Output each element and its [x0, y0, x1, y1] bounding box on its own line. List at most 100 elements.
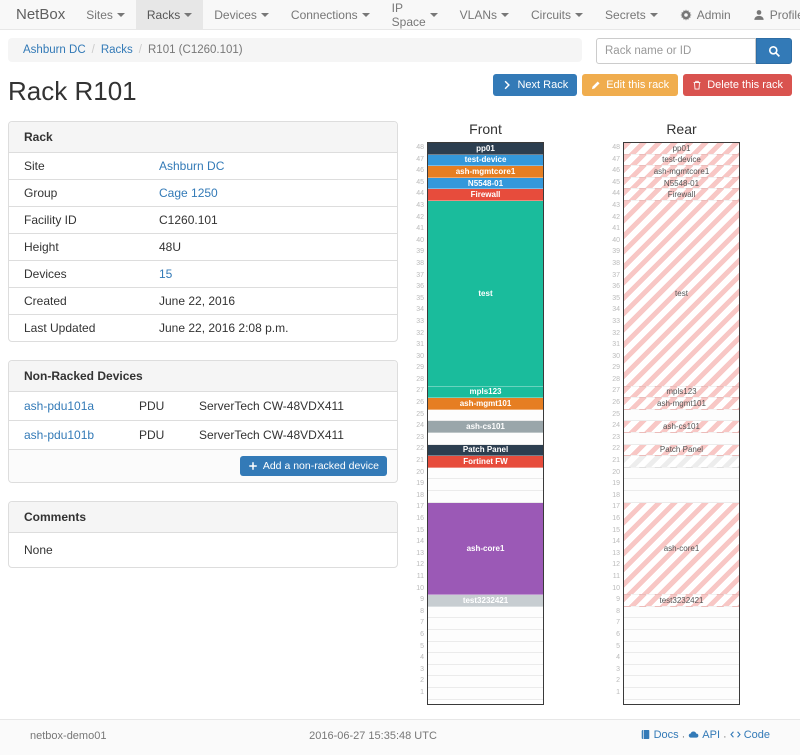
user-icon	[753, 9, 765, 21]
rack-unit-empty	[624, 606, 739, 619]
device-block-ash-mgmt101[interactable]: ash-mgmt101	[428, 398, 543, 410]
unit-number: 4	[616, 654, 620, 662]
device-link-ash-pdu101b[interactable]: ash-pdu101b	[24, 428, 95, 442]
delete-this-rack-button[interactable]: Delete this rack	[683, 74, 792, 96]
rear-rack-title: Rear	[666, 121, 697, 137]
device-block-test[interactable]: test	[428, 200, 543, 387]
search-input[interactable]	[596, 38, 756, 64]
unit-number: 6	[420, 630, 424, 638]
breadcrumb-current: R101 (C1260.101)	[148, 44, 243, 56]
unit-number: 23	[416, 433, 424, 441]
unit-number: 46	[612, 167, 620, 175]
unit-number: 13	[416, 549, 424, 557]
unit-number: 40	[612, 236, 620, 244]
rack-unit-empty	[428, 676, 543, 689]
unit-number: 22	[416, 445, 424, 453]
gear-icon	[680, 8, 692, 21]
breadcrumb-item-ashburn-dc[interactable]: Ashburn DC	[23, 44, 86, 56]
nav-item-profile[interactable]: Profile	[742, 0, 800, 29]
nav-item-connections[interactable]: Connections	[280, 0, 381, 29]
unit-number: 26	[612, 399, 620, 407]
nav-item-circuits[interactable]: Circuits	[520, 0, 594, 29]
unit-number: 10	[612, 584, 620, 592]
footer-link-code[interactable]: Code	[730, 729, 770, 741]
rack-unit-empty	[624, 618, 739, 631]
breadcrumb-item-racks[interactable]: Racks	[100, 44, 133, 56]
unit-number: 3	[420, 665, 424, 673]
device-block-patch-panel[interactable]: Patch Panel	[624, 444, 739, 457]
trash-icon	[692, 80, 702, 90]
device-block-patch-panel[interactable]: Patch Panel	[428, 444, 543, 457]
device-block-n5548-01[interactable]: N5548-01	[624, 177, 739, 190]
device-block-pp01[interactable]: pp01	[624, 143, 739, 155]
add-nonracked-device-button[interactable]: Add a non-racked device	[239, 456, 387, 476]
unit-number: 30	[612, 352, 620, 360]
unit-number: 43	[612, 201, 620, 209]
device-block-mpls123[interactable]: mpls123	[428, 386, 543, 399]
unit-number: 18	[612, 491, 620, 499]
rack-attr-row-last-updated: Last Updated June 22, 2016 2:08 p.m.	[9, 314, 397, 341]
device-block-test-device[interactable]: test-device	[428, 154, 543, 167]
device-block-ash-core1[interactable]: ash-core1	[428, 502, 543, 596]
rack-unit-empty	[428, 606, 543, 619]
unit-number: 25	[612, 410, 620, 418]
rack-unit-empty	[624, 409, 739, 422]
device-block-test-device[interactable]: test-device	[624, 154, 739, 167]
rack-unit-empty	[428, 479, 543, 491]
next-rack-button[interactable]: Next Rack	[493, 74, 578, 96]
nav-item-admin[interactable]: Admin	[669, 0, 742, 29]
footer-link-docs[interactable]: Docs	[640, 729, 679, 741]
nav-item-vlans[interactable]: VLANs	[449, 0, 520, 29]
device-block-test[interactable]: test	[624, 200, 739, 387]
unit-number: 37	[612, 271, 620, 279]
nav-item-secrets[interactable]: Secrets	[594, 0, 669, 29]
device-block-test3232421[interactable]: test3232421	[428, 595, 543, 607]
footer-link-api[interactable]: API	[688, 729, 720, 741]
device-block-ash-mgmtcore1[interactable]: ash-mgmtcore1	[428, 166, 543, 178]
search-button[interactable]	[756, 38, 792, 64]
unit-number: 20	[416, 468, 424, 476]
nav-item-ip-space[interactable]: IP Space	[381, 0, 449, 29]
unit-number: 27	[612, 387, 620, 395]
device-block-ash-cs101[interactable]: ash-cs101	[428, 421, 543, 433]
unit-number: 31	[416, 341, 424, 349]
rack-unit-empty	[428, 653, 543, 665]
device-block-ash-mgmt101[interactable]: ash-mgmt101	[624, 398, 739, 410]
device-block-fortinet-fw[interactable]: Fortinet FW	[428, 456, 543, 468]
unit-number: 19	[416, 480, 424, 488]
unit-number: 11	[612, 572, 620, 580]
device-block-ash-cs101[interactable]: ash-cs101	[624, 421, 739, 433]
unit-number: 38	[416, 259, 424, 267]
nav-item-racks[interactable]: Racks	[135, 0, 204, 29]
device-block-test3232421[interactable]: test3232421	[624, 595, 739, 607]
rack-unit-empty	[428, 490, 543, 503]
nav-item-devices[interactable]: Devices	[203, 0, 280, 29]
unit-number: 39	[416, 248, 424, 256]
unit-number: 21	[612, 457, 620, 465]
device-block-pp01[interactable]: pp01	[428, 143, 543, 155]
device-block-firewall[interactable]: Firewall	[428, 189, 543, 201]
cloud-icon	[688, 729, 699, 740]
unit-number: 10	[416, 584, 424, 592]
device-block-firewall[interactable]: Firewall	[624, 189, 739, 201]
unit-number: 41	[612, 225, 620, 233]
rack-unit-empty	[428, 641, 543, 654]
nav-item-sites[interactable]: Sites	[75, 0, 136, 29]
footer-hostname: netbox-demo01	[30, 729, 107, 742]
edit-this-rack-button[interactable]: Edit this rack	[582, 74, 679, 96]
device-block-n5548-01[interactable]: N5548-01	[428, 177, 543, 190]
device-block-ash-mgmtcore1[interactable]: ash-mgmtcore1	[624, 166, 739, 178]
front-rack-column: Front 48 47 46 45 44 43 42 41 40 39 38 37 36 35 34 33 32…	[414, 121, 544, 705]
device-block-mpls123[interactable]: mpls123	[624, 386, 739, 399]
user-nav: AdminProfileLog out	[669, 0, 800, 29]
brand-link[interactable]: NetBox	[16, 6, 66, 23]
chevron-down-icon	[184, 12, 193, 17]
navbar: NetBox Sites Racks Devices Connections IP Sp…	[0, 0, 800, 30]
rack-unit-empty	[428, 432, 543, 445]
rack-unit-empty	[624, 653, 739, 665]
unit-number: 48	[612, 144, 620, 151]
rack-attr-row-site: Site Ashburn DC	[24, 159, 225, 173]
device-link-ash-pdu101a[interactable]: ash-pdu101a	[24, 399, 95, 413]
rear-rack-column: Rear 48 47 46 45 44 43 42 41 40 39 38 37 36 35 34 33 32 3…	[610, 121, 740, 705]
device-block-ash-core1[interactable]: ash-core1	[624, 502, 739, 596]
